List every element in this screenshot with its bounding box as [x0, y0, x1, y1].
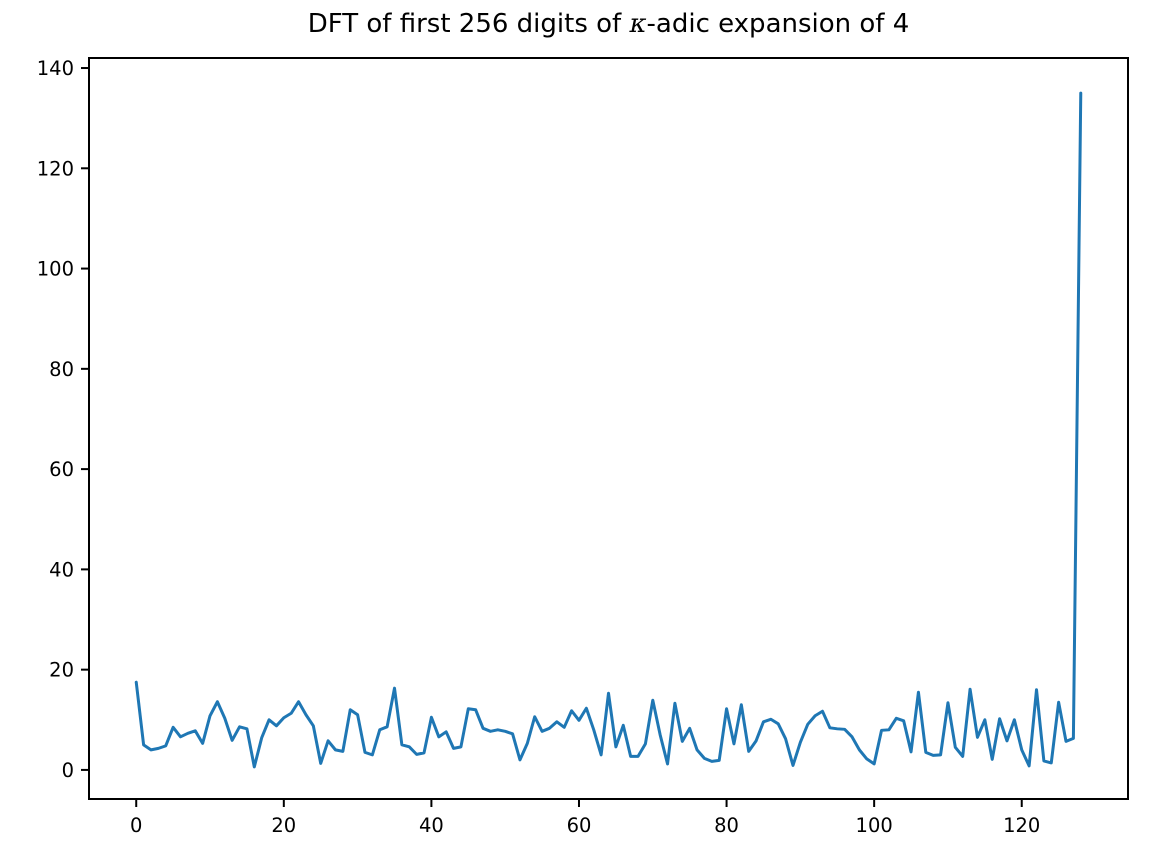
x-tick-label: 40 — [419, 814, 444, 837]
kappa-symbol: κ — [629, 9, 647, 39]
y-tick-label: 20 — [49, 659, 74, 682]
y-tick-label: 120 — [37, 157, 74, 180]
y-tick-label: 80 — [49, 358, 74, 381]
chart-title-post: -adic expansion of 4 — [646, 9, 910, 39]
y-tick-label: 100 — [37, 258, 74, 281]
x-axis-ticks: 0 20 40 60 80 100 120 — [130, 799, 1040, 837]
plot-spines — [88, 57, 1129, 800]
y-tick-label: 60 — [49, 458, 74, 481]
data-line — [134, 91, 1083, 769]
x-tick-label: 120 — [1003, 814, 1040, 837]
y-tick-label: 40 — [49, 558, 74, 581]
y-tick-label: 140 — [37, 57, 74, 80]
y-axis-ticks: 0 20 40 60 80 100 120 140 — [37, 57, 89, 782]
x-tick-label: 20 — [271, 814, 296, 837]
x-tick-label: 60 — [567, 814, 592, 837]
x-tick-label: 80 — [714, 814, 739, 837]
y-tick-label: 0 — [62, 759, 74, 782]
chart-title-pre: DFT of first 256 digits of — [307, 9, 630, 39]
x-tick-label: 100 — [856, 814, 893, 837]
chart-title: DFT of first 256 digits of κ-adic expans… — [89, 7, 1128, 41]
x-tick-label: 0 — [130, 814, 142, 837]
